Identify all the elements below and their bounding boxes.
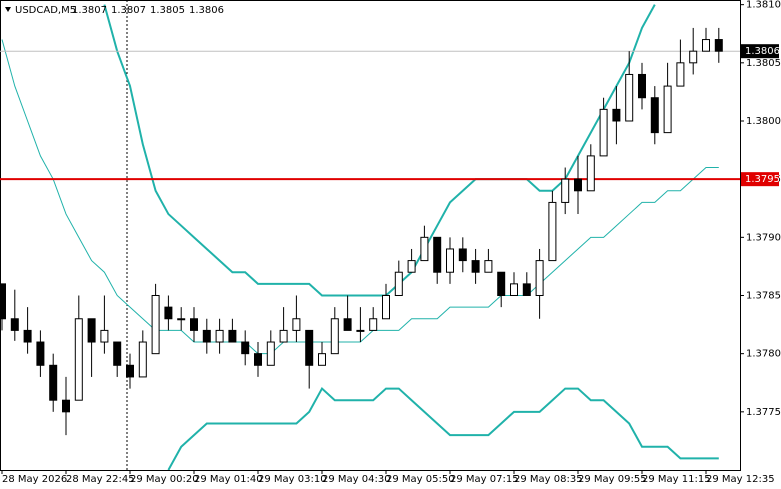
candle-body — [599, 108, 608, 157]
candle-body — [177, 318, 186, 321]
header-price: 1.3805 — [150, 5, 185, 16]
candle-body — [100, 329, 109, 343]
y-tick-label: 1.3780 — [746, 349, 781, 360]
candle-body — [113, 341, 122, 366]
current-price-bg — [741, 44, 779, 59]
y-tick-label: 1.3790 — [746, 232, 781, 243]
candle-body — [254, 353, 262, 366]
candle-body — [202, 329, 211, 343]
level-label-bg — [741, 172, 779, 187]
candle-body — [266, 341, 275, 366]
menu-triangle — [5, 7, 11, 12]
candle-body — [561, 178, 570, 203]
candle-body — [330, 318, 339, 355]
plot-area — [0, 4, 740, 470]
current-price-label: 1.3806 — [745, 46, 780, 57]
candle-body — [548, 201, 557, 262]
candle-body — [638, 73, 646, 99]
candle-body — [241, 341, 250, 355]
candle-body — [87, 318, 96, 343]
x-tick-label: 28 May 2026 — [2, 474, 67, 485]
candle-body — [151, 294, 160, 355]
candle-body — [535, 260, 544, 296]
bollinger-band — [1, 39, 719, 355]
candle-body — [433, 236, 442, 273]
level-label: 1.3795 — [745, 174, 780, 185]
y-tick-label: 1.3785 — [746, 290, 781, 301]
x-tick-label: 29 May 12:35 — [706, 474, 775, 485]
candle-body — [228, 329, 237, 343]
candle-body — [702, 39, 710, 52]
candle-body — [471, 260, 480, 273]
candle-body — [36, 341, 45, 366]
y-tick-label: 1.3800 — [746, 116, 781, 127]
candle-body — [612, 108, 621, 122]
candle-body — [190, 318, 198, 331]
candle-body — [356, 329, 365, 332]
candle-body — [407, 260, 416, 273]
candle-body — [510, 283, 518, 296]
plot-frame — [0, 0, 741, 471]
candle-body — [574, 178, 582, 192]
header-price: 1.3807 — [111, 5, 146, 16]
candle-body — [676, 62, 685, 87]
candle-body — [10, 318, 19, 331]
candle-body — [663, 85, 672, 134]
x-tick-label: 29 May 01:40 — [194, 474, 263, 485]
candle-body — [215, 329, 224, 343]
candle-body — [522, 283, 531, 296]
candle-body — [279, 329, 288, 343]
candle-body — [650, 97, 659, 134]
x-tick-label: 29 May 03:10 — [258, 474, 327, 485]
bollinger-band — [167, 386, 719, 470]
candle-body — [318, 353, 326, 366]
candle-body — [126, 364, 134, 378]
candle-body — [497, 271, 506, 296]
chart-title: USDCAD,M5 — [15, 5, 76, 16]
candle-body — [164, 306, 173, 320]
header-price: 1.3806 — [189, 5, 224, 16]
candle-body — [484, 260, 493, 273]
candle-body — [138, 341, 147, 378]
candle-body — [382, 294, 390, 320]
x-tick-label: 28 May 22:45 — [66, 474, 135, 485]
candle-body — [0, 283, 6, 320]
x-tick-label: 29 May 05:50 — [386, 474, 455, 485]
header-price: 1.3807 — [72, 5, 107, 16]
candle-body — [343, 318, 352, 331]
x-tick-label: 29 May 00:20 — [130, 474, 199, 485]
candle-body — [292, 318, 301, 331]
x-tick-label: 29 May 09:55 — [578, 474, 647, 485]
candle-body — [369, 318, 378, 331]
x-tick-label: 29 May 08:35 — [514, 474, 583, 485]
y-tick-label: 1.3805 — [746, 58, 781, 69]
candle-body — [49, 364, 58, 401]
candle-body — [625, 73, 634, 122]
candle-body — [23, 329, 32, 343]
y-tick-label: 1.3810 — [746, 0, 781, 11]
candle-body — [714, 39, 723, 52]
candle-body — [62, 399, 70, 413]
candle-body — [446, 248, 454, 273]
candle-body — [74, 318, 83, 401]
candle-body — [305, 329, 314, 366]
x-tick-label: 29 May 04:30 — [322, 474, 391, 485]
candle-body — [586, 155, 595, 192]
y-tick-label: 1.3775 — [746, 407, 781, 418]
candle-body — [689, 50, 698, 64]
x-tick-label: 29 May 07:15 — [450, 474, 519, 485]
candle-body — [458, 248, 467, 262]
x-tick-label: 29 May 11:15 — [642, 474, 711, 485]
candle-body — [420, 236, 429, 262]
candle-body — [394, 271, 403, 296]
